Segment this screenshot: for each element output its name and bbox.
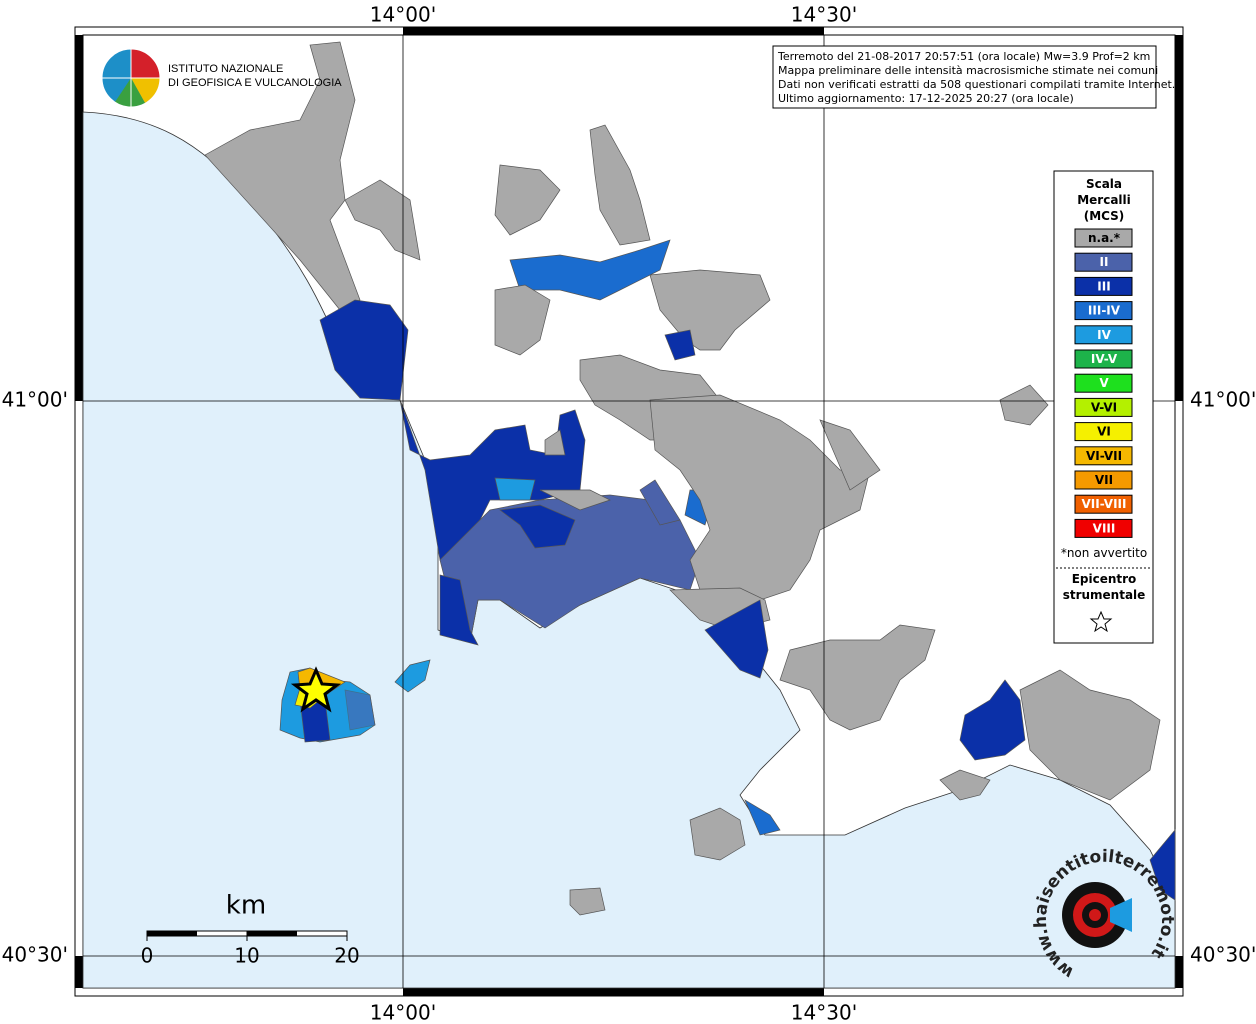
legend-label: II [1100, 255, 1109, 269]
legend-epicenter: strumentale [1063, 588, 1146, 602]
frame-ticks [75, 27, 1183, 996]
lon-label: 14°00' [370, 1001, 436, 1024]
legend-swatch [1074, 228, 1133, 248]
scale-bar: 0 10 20 [141, 930, 360, 968]
legend-label: III-IV [1088, 304, 1121, 318]
legend-label: IV [1097, 328, 1111, 342]
legend-label: VIII [1093, 521, 1116, 535]
logo-text: ISTITUTO NAZIONALE [168, 63, 283, 75]
scale-bar-segment [247, 931, 297, 936]
legend-swatch [1074, 470, 1133, 490]
legend: ScalaMercalli(MCS)n.a.*IIIIIIII-IVIVIV-V… [1061, 177, 1147, 602]
legend-title: Mercalli [1077, 193, 1131, 207]
legend-title: Scala [1086, 177, 1122, 191]
lon-label: 14°00' [370, 3, 436, 27]
logo-text: DI GEOFISICA E VULCANOLOGIA [168, 77, 342, 89]
scale-bar-segment [147, 931, 197, 936]
legend-swatch [1074, 397, 1133, 417]
epicenter [290, 666, 342, 713]
legend-label: VI [1097, 425, 1111, 439]
legend-swatch [1074, 422, 1133, 442]
info-line: Ultimo aggiornamento: 17-12-2025 20:27 (… [778, 92, 1074, 105]
lat-label: 40°30' [2, 943, 68, 967]
legend-swatch [1074, 301, 1133, 321]
info-line: Terremoto del 21-08-2017 20:57:51 (ora l… [777, 50, 1150, 63]
legend-label: V-VI [1091, 400, 1117, 414]
info-line: Dati non verificati estratti da 508 ques… [778, 78, 1175, 91]
legend-swatch [1074, 446, 1133, 466]
ingv-logo: ISTITUTO NAZIONALE DI GEOFISICA E VULCAN… [101, 48, 342, 108]
legend-label: V [1099, 376, 1109, 390]
info-box [772, 45, 1157, 109]
lat-label: 41°00' [2, 388, 68, 412]
scale-tick-label: 0 [141, 944, 154, 968]
legend-label: III [1097, 279, 1110, 293]
lat-label: 40°30' [1190, 943, 1256, 967]
legend-swatch [1074, 349, 1133, 369]
legend-label: VI-VII [1086, 449, 1122, 463]
legend-label: n.a.* [1088, 231, 1121, 245]
legend-swatch [1074, 373, 1133, 393]
legend-swatch [1074, 325, 1133, 345]
legend-label: IV-V [1091, 352, 1118, 366]
scale-tick-label: 10 [234, 944, 259, 968]
legend-swatch [1074, 518, 1133, 538]
legend-title: (MCS) [1084, 209, 1125, 223]
legend-epicenter: Epicentro [1072, 572, 1137, 586]
info-text: Terremoto del 21-08-2017 20:57:51 (ora l… [777, 50, 1175, 105]
info-line: Mappa preliminare delle intensità macros… [778, 64, 1158, 77]
legend-swatch [1074, 494, 1133, 514]
lon-label: 14°30' [791, 1001, 857, 1024]
legend-note: *non avvertito [1061, 546, 1147, 560]
municipalities [204, 41, 1176, 916]
legend-label: VII [1095, 473, 1113, 487]
legend-swatch [1074, 276, 1133, 296]
legend-swatch [1074, 252, 1133, 272]
graticule [83, 35, 1175, 988]
legend-label: VII-VIII [1081, 497, 1126, 511]
legend-star [1089, 610, 1113, 633]
lat-label: 41°00' [1190, 388, 1256, 412]
lon-label: 14°30' [791, 3, 857, 27]
scale-unit: km [226, 891, 266, 921]
scale-tick-label: 20 [334, 944, 359, 968]
